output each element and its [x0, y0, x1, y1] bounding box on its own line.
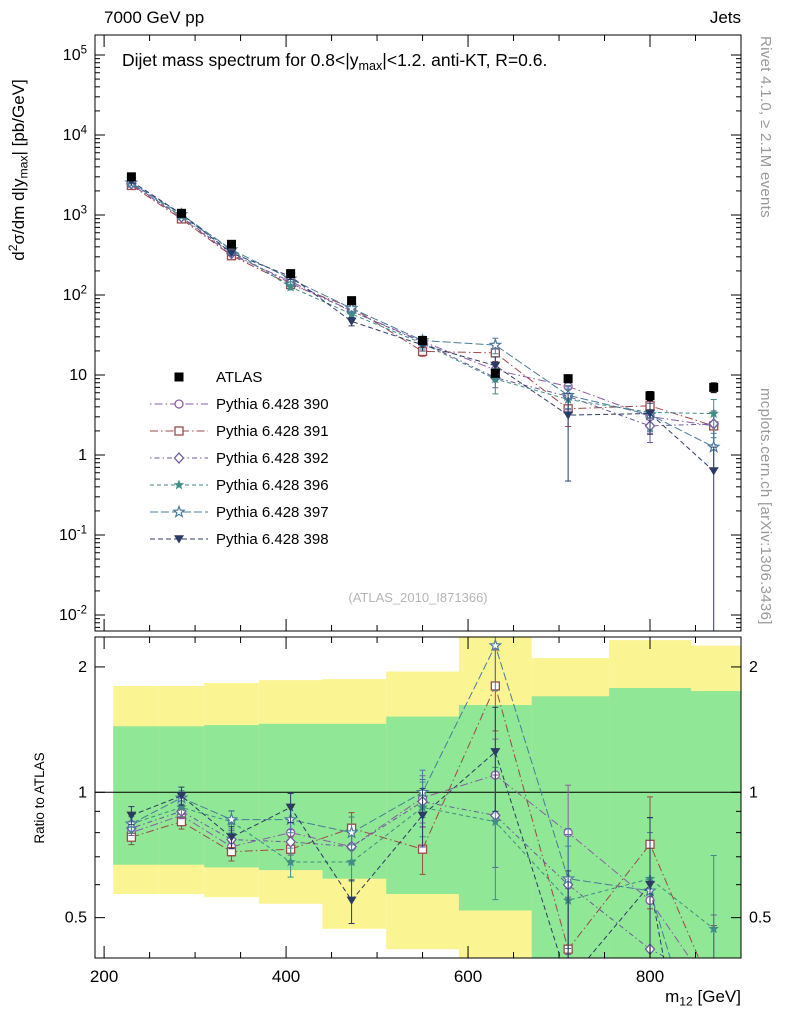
ratio-tick-label: 2 [78, 659, 87, 676]
x-tick-label: 200 [90, 967, 118, 986]
legend-item-pythia-6-428-396: Pythia 6.428 396 [150, 477, 329, 494]
y-tick-label: 1 [78, 447, 87, 464]
ratio-tick-label: 2 [749, 659, 758, 676]
beam-energy-label: 7000 GeV pp [104, 8, 205, 27]
analysis-id-watermark: (ATLAS_2010_I871366) [348, 590, 488, 605]
legend-label: Pythia 6.428 391 [216, 423, 329, 440]
x-tick-label: 800 [636, 967, 664, 986]
legend-label: Pythia 6.428 390 [216, 396, 329, 413]
legend-item-pythia-6-428-392: Pythia 6.428 392 [150, 450, 329, 467]
ratio-series-pythia-6-428-398 [126, 706, 665, 958]
x-tick-label: 400 [272, 967, 300, 986]
legend: ATLAS Pythia 6.428 390 Pythia 6.428 391 Pyt… [150, 369, 329, 548]
legend-label: Pythia 6.428 396 [216, 477, 329, 494]
legend-label: Pythia 6.428 392 [216, 450, 329, 467]
axis-ticks [95, 35, 741, 958]
ratio-axis-label: Ratio to ATLAS [32, 752, 47, 843]
legend-item-atlas: ATLAS [174, 369, 262, 386]
x-tick-label: 600 [454, 967, 482, 986]
legend-item-pythia-6-428-391: Pythia 6.428 391 [150, 423, 329, 440]
y-tick-label: 10 [69, 367, 87, 384]
legend-item-pythia-6-428-390: Pythia 6.428 390 [150, 396, 329, 413]
legend-label: Pythia 6.428 397 [216, 504, 329, 521]
ratio-tick-label: 1 [749, 784, 758, 801]
process-label: Jets [709, 8, 741, 27]
y-tick-label: 10-2 [59, 605, 87, 624]
uncertainty-bands [113, 637, 741, 958]
legend-item-pythia-6-428-398: Pythia 6.428 398 [150, 531, 329, 548]
y-tick-label: 10-1 [59, 525, 87, 544]
main-panel-frame [94, 34, 742, 632]
ratio-tick-label: 1 [78, 784, 87, 801]
ratio-tick-label: 0.5 [65, 910, 87, 927]
chart-title: Dijet mass spectrum for 0.8<|ymax|<1.2. … [122, 50, 547, 73]
legend-label: ATLAS [216, 369, 262, 386]
main-series-pythia-6-428-398 [126, 177, 719, 631]
legend-label: Pythia 6.428 398 [216, 531, 329, 548]
mcplots-credit-label: mcplots.cern.ch [arXiv:1306.3436] [757, 388, 774, 625]
legend-item-pythia-6-428-397: Pythia 6.428 397 [150, 504, 329, 521]
main-series-atlas [126, 172, 719, 402]
y-tick-label: 104 [63, 125, 88, 144]
y-axis-label: d2σ/dm d|ymax| [pb/GeV] [6, 79, 31, 260]
y-tick-label: 102 [63, 285, 87, 304]
y-tick-label: 105 [63, 45, 87, 64]
ratio-tick-label: 0.5 [749, 910, 771, 927]
y-tick-label: 103 [63, 205, 87, 224]
ratio-panel-frame [94, 636, 742, 959]
rivet-version-label: Rivet 4.1.0, ≥ 2.1M events [757, 36, 774, 218]
x-axis-label: m12 [GeV] [665, 987, 741, 1009]
